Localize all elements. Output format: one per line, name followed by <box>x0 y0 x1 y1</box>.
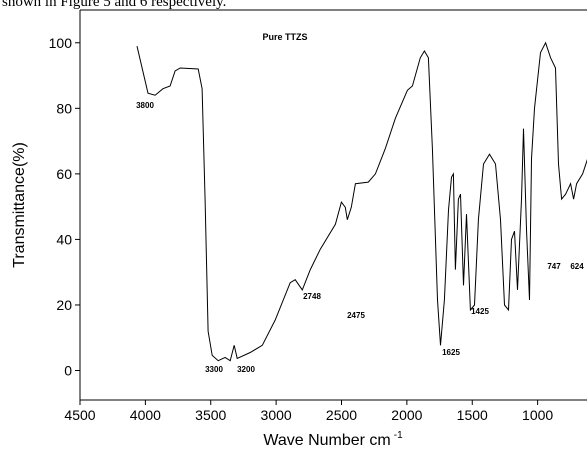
x-axis-label-main: Wave Number cm <box>263 432 390 449</box>
x-axis-label: Wave Number cm -1 <box>263 430 403 449</box>
peak-annotation: 3800 <box>136 101 154 110</box>
peak-annotation: 2748 <box>303 292 321 301</box>
peak-annotation: 1425 <box>471 307 489 316</box>
x-axis-label-superscript: -1 <box>394 430 403 441</box>
y-tick-label: 20 <box>56 297 72 313</box>
x-tick-label: 2500 <box>326 407 357 423</box>
x-tick-label: 4000 <box>130 407 161 423</box>
peak-annotation: 3300 <box>205 365 223 374</box>
y-tick-label: 80 <box>56 100 72 116</box>
peak-annotation: 2475 <box>347 311 365 320</box>
peak-annotation: 624 <box>570 262 584 271</box>
y-tick-label: 40 <box>56 231 72 247</box>
x-tick-label: 3500 <box>195 407 226 423</box>
spectrum-line <box>136 41 587 362</box>
y-axis-label: Transmittance(%) <box>11 142 28 268</box>
x-tick-label: 2000 <box>391 407 422 423</box>
x-tick-label: 3000 <box>261 407 292 423</box>
plot-area <box>136 41 587 362</box>
y-tick-label: 60 <box>56 166 72 182</box>
peak-annotation: 1625 <box>442 348 460 357</box>
context-text: shown in Figure 5 and 6 respectively. <box>2 0 226 10</box>
peak-annotation: 747 <box>547 262 561 271</box>
x-tick-label: 1500 <box>457 407 488 423</box>
x-tick-label: 1000 <box>522 407 553 423</box>
y-tick-label: 100 <box>49 35 73 51</box>
peak-annotation: 3200 <box>237 365 255 374</box>
chart-title: Pure TTZS <box>262 32 307 42</box>
x-tick-label: 4500 <box>64 407 95 423</box>
y-tick-label: 0 <box>64 363 72 379</box>
